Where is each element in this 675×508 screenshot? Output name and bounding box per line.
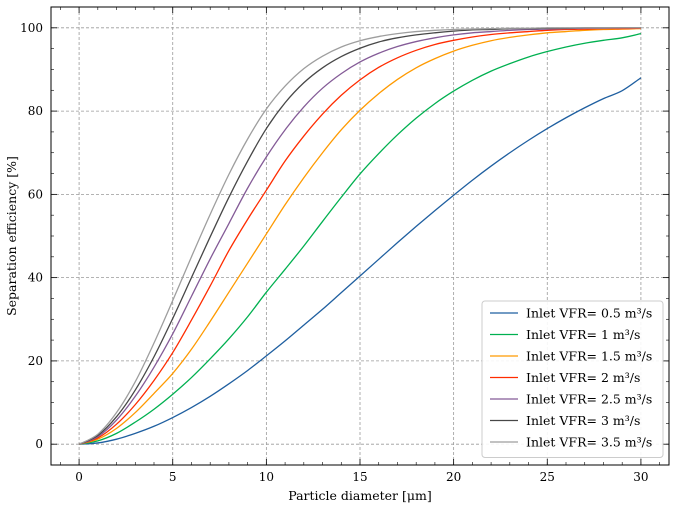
legend-box [481,300,664,458]
legend-label-4: Inlet VFR= 2 m³/s [526,370,640,385]
legend-label-7: Inlet VFR= 3.5 m³/s [526,435,652,450]
series-line-7 [78,27,641,445]
y-tick-label: 100 [20,21,43,35]
series-line-5 [78,27,641,445]
series-line-4 [78,27,641,445]
y-tick-label: 40 [28,271,43,285]
y-tick-label: 20 [28,354,43,368]
series-line-2 [78,33,642,445]
legend-label-1: Inlet VFR= 0.5 m³/s [526,306,652,321]
legend-label-5: Inlet VFR= 2.5 m³/s [526,392,652,407]
legend-label-3: Inlet VFR= 1.5 m³/s [526,349,652,364]
axis-ticks [51,6,669,466]
series-line-3 [78,28,641,445]
x-tick-label: 15 [352,470,367,484]
x-tick-label: 0 [75,470,83,484]
x-tick-label: 20 [446,470,461,484]
y-tick-label: 0 [35,437,43,451]
tick-labels: 0 5 10 15 20 25 30 0 20 40 60 80 100 [20,21,648,484]
x-tick-label: 10 [259,470,274,484]
y-tick-label: 60 [28,187,43,201]
legend-label-6: Inlet VFR= 3 m³/s [526,413,640,428]
series-line-1 [79,77,642,445]
x-axis-label: Particle diameter [μm] [288,488,431,503]
series-lines [78,27,642,445]
legend: Inlet VFR= 0.5 m³/s Inlet VFR= 1 m³/s Inle… [481,300,664,458]
x-tick-label: 25 [540,470,555,484]
legend-label-2: Inlet VFR= 1 m³/s [526,327,640,342]
y-axis-label: Separation efficiency [%] [4,156,19,316]
x-tick-label: 30 [633,470,648,484]
x-tick-label: 5 [169,470,177,484]
y-tick-label: 80 [28,104,43,118]
